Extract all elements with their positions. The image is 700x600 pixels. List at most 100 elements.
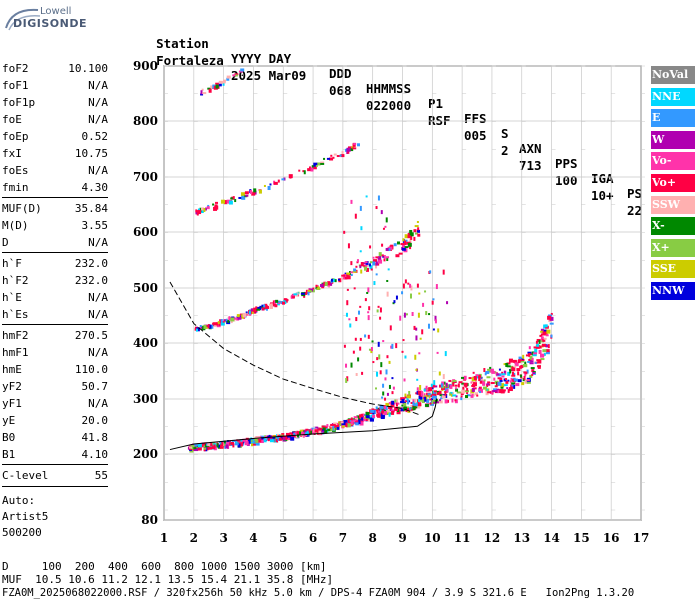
echo-point <box>206 446 209 451</box>
echo-point <box>375 206 378 210</box>
echo-point <box>402 283 405 289</box>
echo-point <box>436 351 439 354</box>
echo-point <box>515 383 520 387</box>
echo-point <box>398 252 403 255</box>
echo-point <box>485 391 489 396</box>
echo-point <box>511 371 514 376</box>
echo-point <box>272 436 276 439</box>
echo-point <box>302 170 305 173</box>
echo-point <box>417 390 422 395</box>
echo-point <box>423 393 426 398</box>
echo-point <box>252 440 256 443</box>
echo-point <box>346 147 351 152</box>
echo-point <box>207 324 210 329</box>
echo-point <box>218 444 221 448</box>
echo-point <box>330 154 333 157</box>
echo-point <box>230 197 235 200</box>
echo-point <box>319 428 323 433</box>
echo-point <box>409 245 412 250</box>
echo-point <box>529 362 534 365</box>
echo-point <box>429 390 432 393</box>
echo-point <box>523 364 528 368</box>
echo-point <box>372 361 375 364</box>
header-value-time: 022000 <box>366 98 412 113</box>
echo-point <box>376 357 379 361</box>
echo-point <box>336 155 340 158</box>
param-row: D N/A <box>2 234 108 251</box>
echo-point <box>346 423 351 428</box>
echo-point <box>494 371 497 374</box>
echo-point <box>312 287 315 291</box>
x-tick-label: 8 <box>369 531 377 545</box>
echo-point <box>390 246 393 251</box>
echo-point <box>428 313 431 316</box>
param-value: 10.100 <box>68 62 108 75</box>
echo-point <box>392 302 395 305</box>
echo-point <box>218 441 223 444</box>
echo-point <box>230 317 235 322</box>
x-tick-label: 1 <box>160 531 168 545</box>
echo-point <box>431 300 434 305</box>
param-separator <box>2 197 108 198</box>
echo-point <box>513 384 516 389</box>
param-value: 4.30 <box>81 181 109 194</box>
echo-point <box>224 200 228 205</box>
echo-point <box>539 345 542 349</box>
echo-point <box>529 374 533 378</box>
header-label-s: S <box>501 126 509 141</box>
echo-point <box>370 347 373 352</box>
echo-point <box>393 401 396 405</box>
echo-point <box>543 337 547 340</box>
echo-point <box>372 261 376 266</box>
echo-point <box>288 174 293 179</box>
echo-point <box>218 80 223 84</box>
echo-point <box>263 184 266 187</box>
echo-point <box>244 191 249 195</box>
echo-point <box>359 346 362 351</box>
echo-point <box>430 383 433 387</box>
echo-point <box>275 299 279 303</box>
echo-point <box>202 92 207 95</box>
echo-point <box>207 87 212 90</box>
echo-point <box>323 157 326 160</box>
echo-point <box>290 436 295 441</box>
echo-point <box>540 353 545 358</box>
echo-point <box>296 431 300 436</box>
echo-point <box>388 360 391 364</box>
echo-point <box>379 316 382 320</box>
echo-point <box>285 432 290 436</box>
echo-point <box>263 438 267 443</box>
legend-item-w: W <box>651 130 695 149</box>
echo-point <box>415 335 418 341</box>
echo-point <box>343 276 348 280</box>
echo-point <box>505 380 509 384</box>
echo-point <box>356 143 360 147</box>
echo-point <box>532 371 536 374</box>
echo-point <box>387 268 390 271</box>
echo-point <box>466 387 469 391</box>
x-tick-label: 3 <box>219 531 227 545</box>
x-tick-label: 11 <box>454 531 471 545</box>
x-tick-label: 12 <box>484 531 501 545</box>
echo-point <box>380 362 383 368</box>
echo-point <box>382 383 385 388</box>
echo-point <box>300 434 305 437</box>
echo-point <box>365 195 368 198</box>
echo-point <box>403 312 406 318</box>
echo-point <box>428 387 433 392</box>
echo-point <box>406 395 411 399</box>
echo-point <box>442 374 445 380</box>
echo-point <box>486 383 490 386</box>
echo-point <box>402 238 405 242</box>
echo-point <box>401 291 404 295</box>
echo-point <box>199 207 202 212</box>
echo-point <box>361 418 364 421</box>
echo-point <box>545 349 550 353</box>
echo-point <box>223 79 227 82</box>
echo-point <box>210 442 213 447</box>
param-name: C-level <box>2 469 49 482</box>
echo-point <box>391 410 395 415</box>
param-row: h`E N/A <box>2 289 108 306</box>
echo-point <box>334 425 339 428</box>
echo-point <box>426 398 430 403</box>
